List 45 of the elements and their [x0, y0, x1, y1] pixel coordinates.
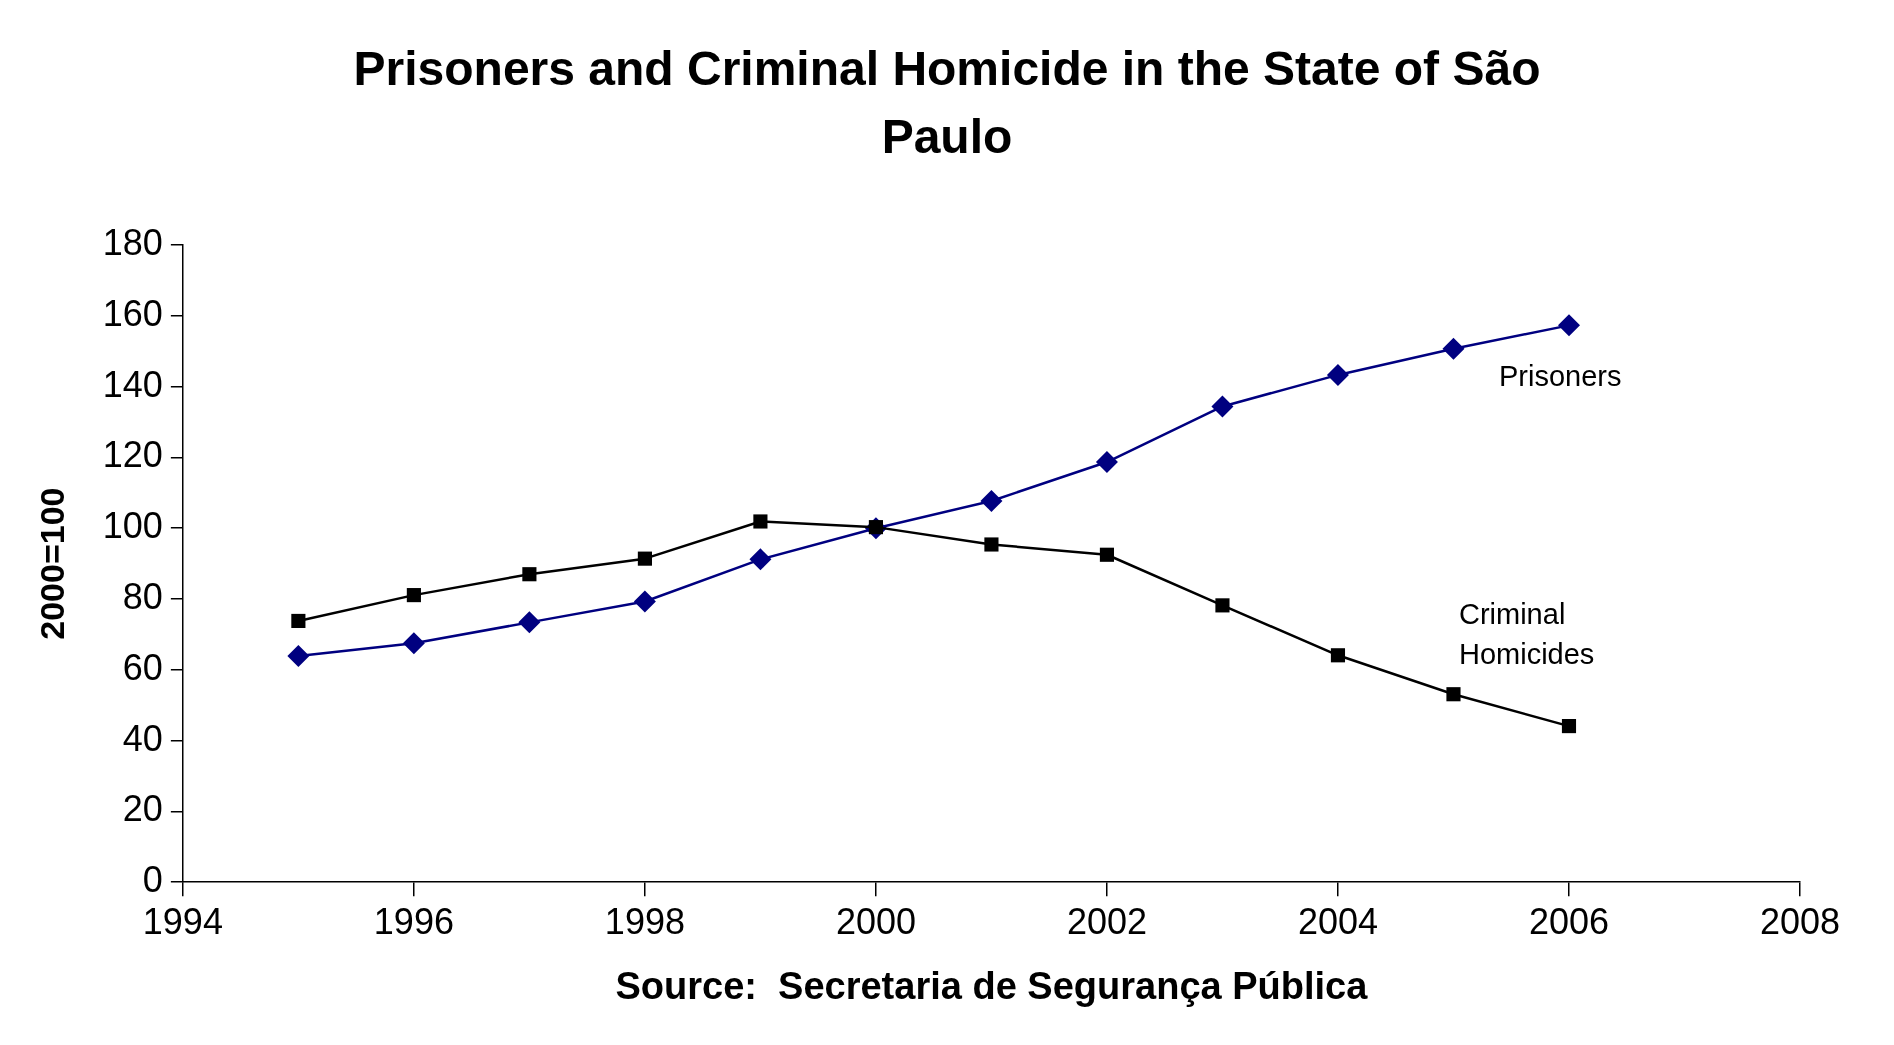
point	[633, 590, 656, 613]
point	[1561, 719, 1577, 734]
x-tick-label: 1994	[142, 900, 223, 942]
y-tick-label: 60	[122, 646, 163, 688]
point	[1557, 314, 1580, 337]
x-tick-label: 2004	[1297, 900, 1379, 942]
point	[1446, 687, 1461, 702]
point	[1330, 648, 1346, 663]
y-tick-label: 180	[102, 221, 163, 263]
y-tick-label: 120	[102, 434, 163, 476]
series-label: Prisoners	[1498, 360, 1622, 393]
point	[1095, 451, 1118, 473]
series-label: Criminal Homicides	[1458, 598, 1595, 671]
y-tick-label: 40	[122, 717, 163, 759]
point	[402, 632, 425, 655]
point	[753, 514, 768, 529]
source-note: Source: Secretaria de Segurança Pública	[615, 964, 1369, 1007]
point	[1215, 598, 1230, 613]
y-tick-label: 160	[102, 292, 163, 334]
y-tick-label: 140	[102, 363, 163, 405]
point	[287, 644, 310, 667]
point	[1442, 337, 1465, 360]
y-axis-title: 2000=100	[32, 487, 71, 640]
point	[1211, 395, 1234, 418]
point	[291, 613, 306, 629]
x-tick-label: 2006	[1528, 900, 1610, 942]
x-tick-label: 2000	[835, 900, 916, 942]
point	[1099, 547, 1115, 562]
x-tick-label: 2008	[1759, 900, 1841, 942]
point	[637, 551, 652, 566]
point	[984, 537, 999, 552]
x-tick-label: 2002	[1066, 900, 1147, 942]
y-tick-label: 100	[102, 505, 163, 547]
point	[406, 588, 421, 603]
point	[522, 567, 537, 582]
y-tick-label: 20	[122, 788, 163, 830]
point	[1326, 363, 1349, 386]
point	[980, 489, 1003, 512]
point	[749, 548, 772, 571]
y-tick-label: 80	[122, 575, 163, 617]
x-tick-label: 1998	[604, 900, 685, 942]
chart-title: Prisoners and Criminal Homicide in the State of São Paulo	[353, 42, 1541, 164]
x-tick-label: 1996	[373, 900, 454, 942]
point	[518, 611, 541, 634]
y-tick-label: 0	[142, 859, 163, 901]
